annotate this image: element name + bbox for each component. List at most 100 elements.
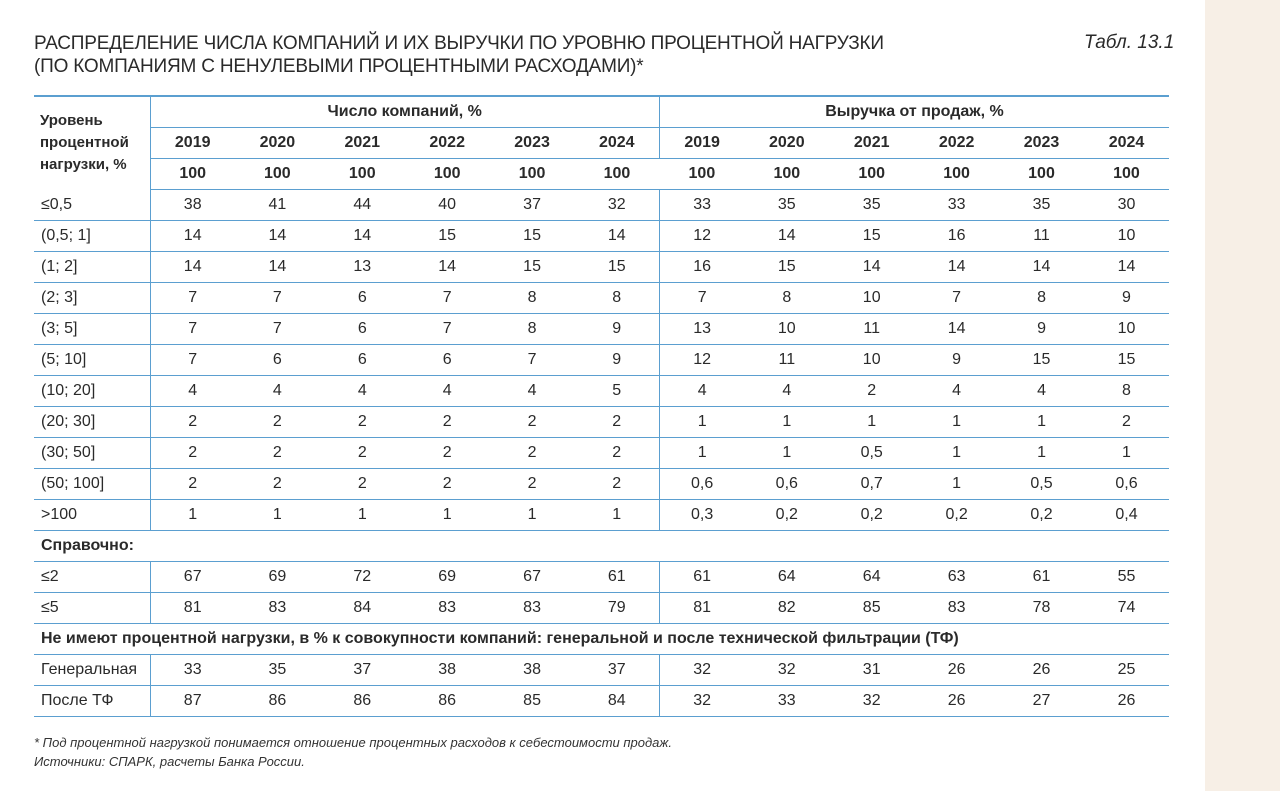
value-cell: 1 [150,499,235,531]
value-cell: 1 [659,406,745,438]
value-cell: 55 [1083,561,1169,593]
value-cell: 33 [150,654,235,686]
value-cell: 15 [744,251,830,283]
value-cell: 4 [319,375,405,407]
value-cell: 61 [574,561,660,593]
table-row: (2; 3] 7 7 6 7 8 8 7 8 10 7 8 9 [34,282,1169,314]
row-header-line-3: нагрузки, % [40,156,127,173]
value-cell: 14 [404,251,490,283]
value-cell: 15 [574,251,660,283]
value-cell: 38 [489,654,575,686]
value-cell: 8 [574,282,660,314]
value-cell: 14 [999,251,1084,283]
value-cell: 61 [659,561,745,593]
value-cell: 74 [1083,592,1169,624]
value-cell: 25 [1083,654,1169,686]
value-cell: 85 [829,592,915,624]
value-cell: 1 [404,499,490,531]
section-reference: Справочно: [34,530,1169,562]
value-cell: 67 [489,561,575,593]
value-cell: 72 [319,561,405,593]
value-cell: 2 [1083,406,1169,438]
total-cell: 100 [999,158,1084,190]
value-cell: 1 [829,406,915,438]
group-header-revenue: Выручка от продаж, % [659,95,1169,128]
value-cell: 14 [150,251,235,283]
value-cell: 1 [914,468,1000,500]
row-header-label: Уровень процентной нагрузки, % [34,95,151,190]
value-cell: 1 [999,437,1084,469]
value-cell: 84 [319,592,405,624]
value-cell: 86 [404,685,490,717]
value-cell: 26 [914,654,1000,686]
value-cell: 37 [489,189,575,221]
value-cell: 1 [914,437,1000,469]
title-line-1: РАСПРЕДЕЛЕНИЕ ЧИСЛА КОМПАНИЙ И ИХ ВЫРУЧК… [34,33,884,54]
value-cell: 7 [659,282,745,314]
value-cell: 9 [914,344,1000,376]
table-reference: Табл. 13.1 [1084,32,1175,53]
value-cell: 2 [234,468,320,500]
value-cell: 32 [744,654,830,686]
value-cell: 14 [234,220,320,252]
value-cell: 2 [489,406,575,438]
value-cell: 40 [404,189,490,221]
value-cell: 11 [999,220,1084,252]
section-reference-label: Справочно: [34,530,1169,562]
year-header: 2023 [999,127,1084,159]
value-cell: 4 [489,375,575,407]
value-cell: 87 [150,685,235,717]
value-cell: 32 [659,685,745,717]
value-cell: 1 [1083,437,1169,469]
section-no-load-label: Не имеют процентной нагрузки, в % к сово… [34,623,1169,655]
row-label: (5; 10] [34,344,151,376]
value-cell: 2 [404,468,490,500]
value-cell: 0,3 [659,499,745,531]
row-label: (30; 50] [34,437,151,469]
footnote: * Под процентной нагрузкой понимается от… [34,733,672,771]
value-cell: 6 [234,344,320,376]
table-row: (30; 50] 2 2 2 2 2 2 1 1 0,5 1 1 1 [34,437,1169,469]
value-cell: 33 [744,685,830,717]
value-cell: 0,4 [1083,499,1169,531]
value-cell: 79 [574,592,660,624]
row-label: >100 [34,499,151,531]
value-cell: 8 [999,282,1084,314]
value-cell: 0,6 [744,468,830,500]
value-cell: 7 [150,313,235,345]
value-cell: 14 [744,220,830,252]
value-cell: 0,2 [914,499,1000,531]
value-cell: 6 [404,344,490,376]
row-label: (2; 3] [34,282,151,314]
value-cell: 2 [150,468,235,500]
total-cell: 100 [744,158,830,190]
year-header: 2024 [574,127,660,159]
value-cell: 83 [489,592,575,624]
value-cell: 86 [234,685,320,717]
value-cell: 38 [150,189,235,221]
value-cell: 7 [404,313,490,345]
table-row: (0,5; 1] 14 14 14 15 15 14 12 14 15 16 11 10 [34,220,1169,252]
row-header-line-2: процентной [40,134,129,151]
table-row: >100 1 1 1 1 1 1 0,3 0,2 0,2 0,2 0,2 0,4 [34,499,1169,531]
table-row: ≤2 67 69 72 69 67 61 61 64 64 63 61 55 [34,561,1169,593]
value-cell: 14 [574,220,660,252]
value-cell: 35 [234,654,320,686]
row-label: ≤0,5 [34,189,151,221]
total-cell: 100 [150,158,235,190]
total-cell: 100 [659,158,745,190]
value-cell: 8 [744,282,830,314]
value-cell: 4 [234,375,320,407]
value-cell: 61 [999,561,1084,593]
total-cell: 100 [489,158,575,190]
row-label: (3; 5] [34,313,151,345]
value-cell: 64 [744,561,830,593]
total-cell: 100 [574,158,660,190]
value-cell: 2 [574,406,660,438]
value-cell: 81 [659,592,745,624]
year-header: 2019 [659,127,745,159]
total-cell: 100 [1083,158,1169,190]
row-label: (1; 2] [34,251,151,283]
title-line-2: (ПО КОМПАНИЯМ С НЕНУЛЕВЫМИ ПРОЦЕНТНЫМИ Р… [34,56,644,77]
value-cell: 41 [234,189,320,221]
